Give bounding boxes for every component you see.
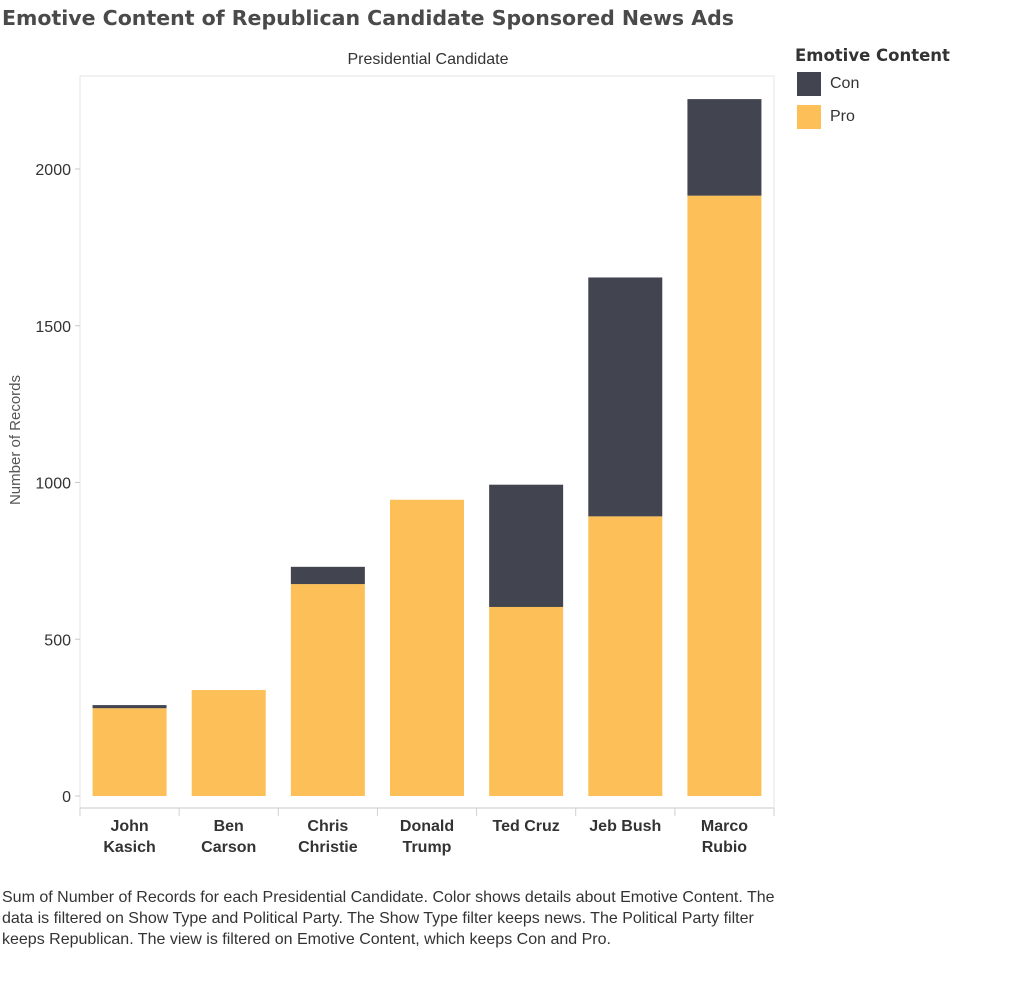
x-tick-label: John <box>110 818 148 835</box>
bar-segment-pro[interactable] <box>390 499 464 796</box>
plot-frame <box>79 75 775 809</box>
legend-label-pro: Pro <box>830 108 855 125</box>
x-tick-label: Marco <box>701 818 748 835</box>
y-tick-label: 2000 <box>35 162 71 179</box>
legend-label-con: Con <box>830 75 860 92</box>
x-tick-label: Christie <box>298 839 358 856</box>
y-tick-label: 1000 <box>35 476 71 493</box>
x-axis-labels: John Kasich Ben Carson Chris Christie Donald Tr… <box>79 808 775 856</box>
bar-segment-pro[interactable] <box>191 690 266 796</box>
legend-swatch-pro <box>797 105 821 129</box>
bar-segment-pro[interactable] <box>290 584 365 796</box>
bar-segment-con[interactable] <box>290 566 365 585</box>
x-tick-label: Jeb Bush <box>589 818 661 835</box>
column-header: Presidential Candidate <box>348 51 509 68</box>
x-tick-label: Carson <box>201 839 256 856</box>
bar-segment-con[interactable] <box>687 99 762 196</box>
bar-segment-pro[interactable] <box>588 516 663 796</box>
x-tick-label: Ben <box>214 818 244 835</box>
x-tick-label: Trump <box>403 839 452 856</box>
x-tick-label: Ted Cruz <box>493 818 560 835</box>
chart-title: Emotive Content of Republican Candidate … <box>2 6 735 30</box>
y-tick-label: 500 <box>44 632 71 649</box>
stacked-bar-chart: Presidential Candidate Number of Records… <box>7 51 775 856</box>
legend-item-pro[interactable]: Pro <box>797 105 855 129</box>
chart-caption: Sum of Number of Records for each Presid… <box>2 889 775 948</box>
y-axis-label: Number of Records <box>7 375 24 505</box>
bar-segment-pro[interactable] <box>489 606 564 796</box>
bar-segment-pro[interactable] <box>687 195 762 796</box>
bars <box>92 99 762 796</box>
x-tick-label: Rubio <box>702 839 748 856</box>
y-tick-label: 0 <box>62 789 71 806</box>
x-tick-label: Donald <box>400 818 454 835</box>
y-tick-label: 1500 <box>35 319 71 336</box>
x-tick-label: Kasich <box>103 839 155 856</box>
legend-item-con[interactable]: Con <box>797 72 859 96</box>
bar-segment-con[interactable] <box>489 484 564 607</box>
y-axis-ticks: 0 500 1000 1500 2000 <box>35 162 80 806</box>
bar-segment-con[interactable] <box>588 277 663 517</box>
legend-title: Emotive Content <box>795 46 950 65</box>
bar-segment-pro[interactable] <box>92 708 167 796</box>
x-tick-label: Chris <box>307 818 348 835</box>
legend-swatch-con <box>797 72 821 96</box>
bar-segment-con[interactable] <box>92 705 167 709</box>
